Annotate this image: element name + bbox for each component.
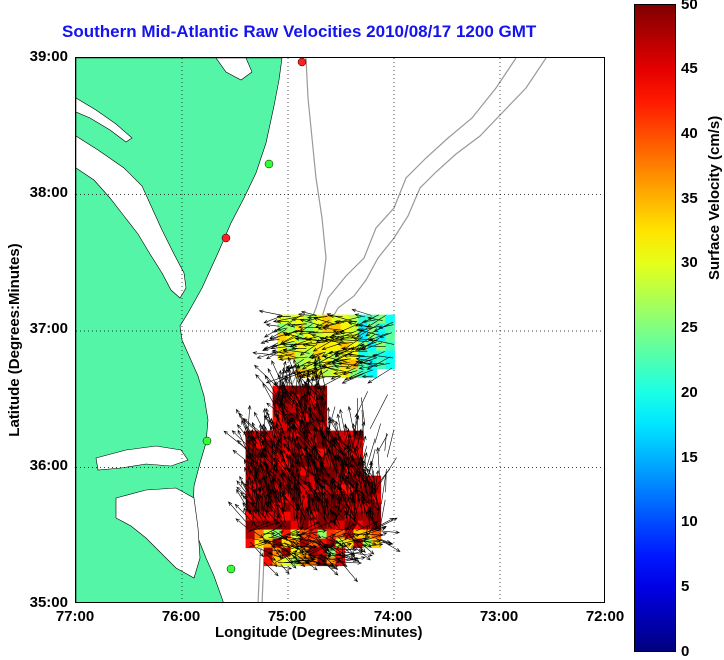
velocity-cell <box>331 324 341 334</box>
y-axis-label: Latitude (Degrees:Minutes) <box>6 240 23 440</box>
colorbar-tick: 20 <box>681 384 707 401</box>
velocity-arrow <box>370 395 388 429</box>
x-tick-label: 73:00 <box>469 608 529 625</box>
station-marker-green <box>227 565 235 573</box>
map-title: Southern Mid-Atlantic Raw Velocities 201… <box>62 22 536 42</box>
x-axis-label: Longitude (Degrees:Minutes) <box>215 624 423 641</box>
colorbar-tick: 25 <box>681 319 707 336</box>
velocity-cell <box>385 360 395 370</box>
x-tick-label: 74:00 <box>363 608 423 625</box>
x-tick-label: 77:00 <box>45 608 105 625</box>
velocity-arrow <box>370 449 376 472</box>
velocity-cell <box>282 521 292 531</box>
colorbar-tick: 35 <box>681 190 707 207</box>
colorbar-tick: 45 <box>681 60 707 77</box>
station-marker-red <box>298 58 306 66</box>
velocity-arrow <box>357 398 358 434</box>
velocity-arrow <box>380 540 400 552</box>
y-tick-label: 38:00 <box>0 184 68 201</box>
station-marker-green <box>265 160 273 168</box>
velocity-cell <box>385 315 395 325</box>
x-tick-label: 76:00 <box>151 608 211 625</box>
velocity-arrow <box>236 519 247 528</box>
velocity-arrow <box>375 424 381 444</box>
colorbar-tick: 0 <box>681 643 707 660</box>
colorbar <box>634 4 676 652</box>
velocity-cell <box>358 333 368 343</box>
velocity-cell <box>376 351 386 361</box>
velocity-arrow <box>318 377 341 389</box>
colorbar-tick: 10 <box>681 513 707 530</box>
colorbar-tick: 5 <box>681 578 707 595</box>
colorbar-label: Surface Velocity (cm/s) <box>706 116 723 280</box>
velocity-arrow <box>385 433 387 451</box>
colorbar-tick: 15 <box>681 449 707 466</box>
y-tick-label: 39:00 <box>0 48 68 65</box>
velocity-arrow <box>377 434 388 453</box>
velocity-cell <box>304 360 314 370</box>
velocity-cell <box>291 512 301 521</box>
velocity-arrow <box>386 469 387 492</box>
map-canvas <box>76 58 605 603</box>
station-marker-green <box>203 437 211 445</box>
velocity-arrow <box>259 310 282 315</box>
velocity-cell <box>300 521 310 531</box>
station-marker-red <box>222 234 230 242</box>
map-plot-area <box>75 57 605 603</box>
velocity-arrow <box>248 406 251 431</box>
colorbar-tick: 30 <box>681 254 707 271</box>
colorbar-tick: 40 <box>681 125 707 142</box>
velocity-cell <box>385 333 395 343</box>
x-tick-label: 72:00 <box>575 608 635 625</box>
x-tick-label: 75:00 <box>257 608 317 625</box>
bathymetry-contour-3 <box>328 58 546 326</box>
colorbar-tick: 50 <box>681 0 707 13</box>
y-tick-label: 36:00 <box>0 457 68 474</box>
velocity-arrow <box>387 430 394 458</box>
